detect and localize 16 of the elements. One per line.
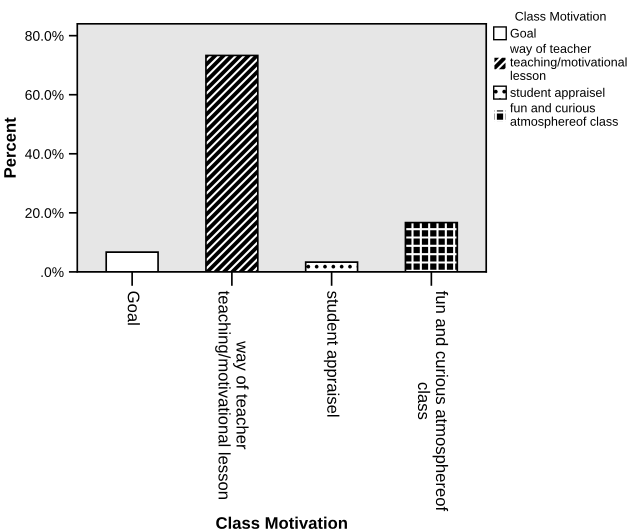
- y-tick-label: 40.0%: [25, 149, 64, 159]
- y-tick-label: 60.0%: [25, 90, 64, 100]
- x-tick-label: way of teacher teaching/motivational lesson: [215, 290, 249, 499]
- y-tick-label: 80.0%: [25, 30, 64, 41]
- x-tick-label: fun and curious atmosphereof class: [418, 290, 448, 512]
- y-axis-title: Percent: [4, 118, 16, 178]
- x-tick-label: Goal: [128, 291, 140, 325]
- legend-label: way of teacher teaching/motivational lesson: [510, 44, 627, 80]
- y-tick-label: 20.0%: [25, 208, 64, 218]
- x-tick-label: student appraisel: [324, 291, 340, 416]
- legend-label: Goal: [510, 28, 536, 38]
- legend-label: fun and curious atmosphereof class: [510, 103, 618, 128]
- legend-title: Class Motivation: [515, 12, 606, 21]
- legend-label: student appraisel: [510, 88, 604, 100]
- y-tick-label: .0%: [41, 267, 64, 278]
- x-axis-title: Class Motivation: [216, 516, 347, 529]
